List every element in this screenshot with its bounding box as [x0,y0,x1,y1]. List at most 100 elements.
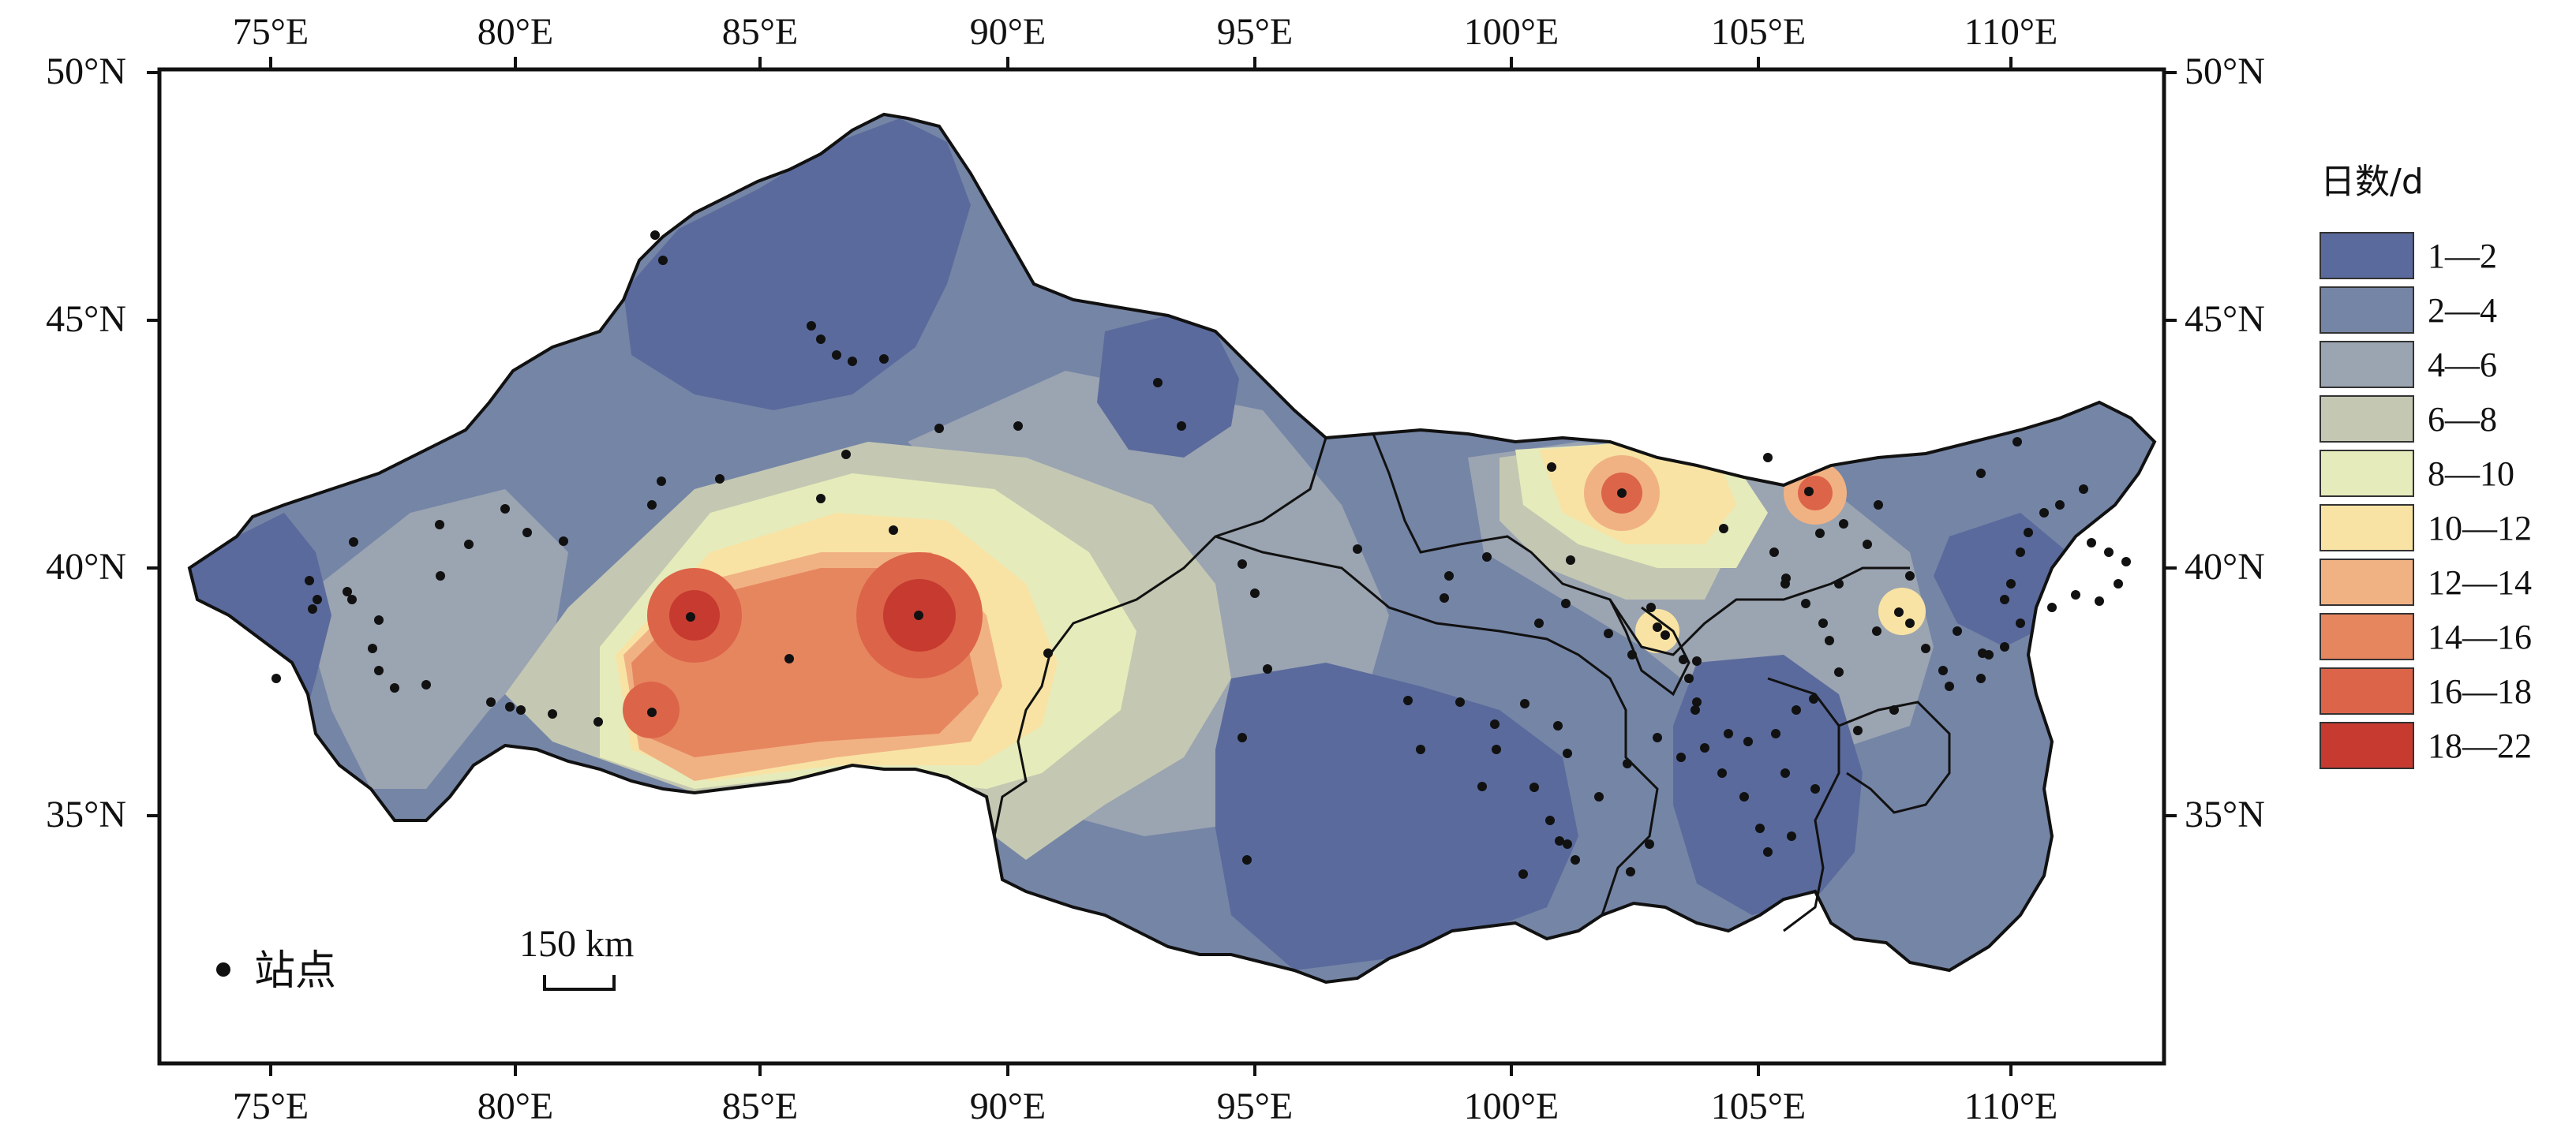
station-dot [2114,579,2123,589]
station-dot [1953,626,1962,636]
legend-label: 6—8 [2428,400,2497,439]
station-dot [1482,552,1492,562]
lat-label-right-45: 45°N [2185,298,2265,340]
legend-label: 2—4 [2428,291,2497,330]
station-dot [1617,488,1627,498]
station-dot [436,571,445,581]
station-dot [2016,618,2025,628]
station-dot [1250,589,1260,598]
station-dot [1563,839,1572,849]
station-dot [1177,421,1186,431]
contour-class-1-2-zone [1673,655,1863,915]
station-dot [1804,487,1814,496]
station-dot [784,654,794,663]
station-dot [686,612,695,622]
station-dot [390,683,399,693]
legend-swatch [2320,613,2414,660]
station-dot [816,494,826,503]
station-dot [1555,836,1564,846]
lat-label-left-35: 35°N [46,794,126,835]
station-dot [1905,618,1915,628]
station-dot [1518,869,1528,879]
station-dot [1719,524,1728,533]
station-dot [349,537,358,547]
contour-class-1-2-zone [623,118,971,410]
station-dot [1676,753,1686,762]
station-dot [1976,469,1986,478]
border-ningxia [1608,599,1690,697]
graticule-ticks [147,57,2177,1076]
station-dot [2071,590,2080,600]
legend-items: 1—2 2—4 4—6 6—8 8—10 10—12 12—14 14—16 16—18 18—2… [2320,232,2532,769]
station-legend-label: 站点 [254,947,336,995]
legend-label: 12—14 [2428,563,2532,602]
lon-label-bottom-75: 75°E [233,1086,309,1127]
station-dot [1242,855,1252,865]
station-dot [1834,579,1844,589]
station-dot [1547,462,1556,472]
station-dot [1153,378,1163,387]
station-dot [1945,682,1954,691]
lon-label-top-95: 95°E [1217,11,1294,53]
station-dot [516,705,526,715]
station-dot [1623,759,1632,768]
station-dot [1815,529,1825,538]
legend-label: 8—10 [2428,454,2514,493]
station-dot [889,525,898,535]
contour-fill [189,114,2155,982]
station-dot [807,321,816,331]
station-dot [1043,648,1053,658]
station-dot [1545,816,1555,825]
legend-swatch [2320,232,2414,279]
station-dot [1534,618,1544,628]
station-dot [308,604,317,614]
lon-label-top-85: 85°E [722,11,799,53]
lon-label-bottom-100: 100°E [1464,1086,1559,1127]
station-dot [1563,749,1572,758]
station-dot [1013,421,1023,431]
station-dot [435,520,444,529]
lon-label-top-110: 110°E [1964,11,2058,53]
scale-bar-line [543,975,616,991]
station-dot [464,540,474,549]
station-dot [1763,847,1773,857]
lat-labels-left: 50°N 45°N 40°N 35°N [46,50,126,835]
station-dot [1440,593,1449,603]
station-dot [1679,655,1688,664]
legend-swatch [2320,504,2414,551]
station-dot [647,708,657,717]
station-dot [715,474,724,484]
station-dot [1700,743,1709,753]
lon-label-bottom-105: 105°E [1711,1086,1807,1127]
station-dot [1717,768,1727,778]
station-dot [1690,705,1700,715]
station-dot [1604,629,1613,638]
lon-label-bottom-80: 80°E [477,1086,554,1127]
station-dot [1353,544,1362,554]
lon-label-top-75: 75°E [233,11,309,53]
station-dot [1263,664,1272,674]
station-dot [1834,667,1844,677]
legend-swatch [2320,341,2414,388]
station-legend-dot [216,962,230,977]
contour-class-4-6-zone [300,489,568,789]
station-dot [1561,599,1571,608]
station-dot [1853,726,1863,735]
station-dot [1444,571,1454,581]
station-dot [1520,699,1530,708]
border-gansu-qinghai [1215,535,1659,916]
station-dot [1530,783,1539,792]
station-dot [1938,666,1948,675]
station-dot [1653,733,1662,742]
station-dot [2000,642,2009,652]
station-dot [1771,729,1780,738]
legend-title: 日数/d [2320,162,2424,202]
lat-label-right-50: 50°N [2185,50,2265,92]
station-dot [1839,519,1848,529]
lon-label-bottom-85: 85°E [722,1086,799,1127]
legend-swatch [2320,395,2414,443]
station-dot [1653,622,1662,632]
station-dot [1780,579,1790,589]
station-dot [1724,729,1733,738]
